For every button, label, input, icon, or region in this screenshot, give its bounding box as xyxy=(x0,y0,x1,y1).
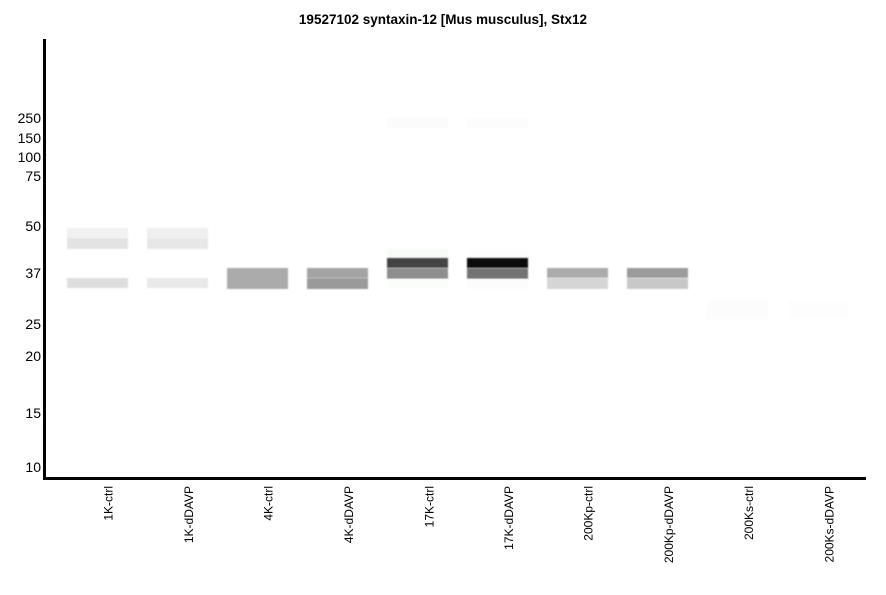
blot-band xyxy=(466,268,528,279)
y-tick-label: 20 xyxy=(25,348,41,364)
blot-band xyxy=(386,268,448,279)
y-tick-label: 15 xyxy=(25,405,41,421)
blot-band xyxy=(66,238,128,249)
lane-label: 200Ks-dDAVP xyxy=(822,486,836,563)
blot-band xyxy=(226,268,288,289)
lane-label: 4K-dDAVP xyxy=(342,486,356,544)
blot-band xyxy=(66,228,128,238)
y-axis-line xyxy=(43,39,46,480)
lane-label: 200Ks-ctrl xyxy=(742,486,756,541)
blot-band xyxy=(706,300,768,319)
y-tick-label: 100 xyxy=(17,149,41,165)
blot-band xyxy=(386,118,448,128)
blot-band xyxy=(626,268,688,278)
blot-band xyxy=(146,278,208,288)
blot-band xyxy=(66,278,128,288)
y-tick-label: 37 xyxy=(25,265,41,281)
y-tick-label: 10 xyxy=(25,459,41,475)
blot-band xyxy=(386,258,448,268)
blot-band xyxy=(546,268,608,278)
y-tick-label: 150 xyxy=(17,130,41,146)
blot-band xyxy=(786,300,848,319)
lane-label: 4K-ctrl xyxy=(262,486,276,521)
blot-band xyxy=(466,249,528,258)
lane-label: 200Kp-dDAVP xyxy=(662,486,676,564)
y-tick-label: 250 xyxy=(17,110,41,126)
lane-label: 1K-ctrl xyxy=(102,486,116,521)
lane-label: 1K-dDAVP xyxy=(182,486,196,544)
blot-band xyxy=(466,118,528,128)
chart-title: 19527102 syntaxin-12 [Mus musculus], Stx… xyxy=(298,12,588,27)
lane-label: 17K-dDAVP xyxy=(502,486,516,550)
y-tick-label: 25 xyxy=(25,316,41,332)
blot-band xyxy=(466,258,528,268)
y-tick-label: 75 xyxy=(25,168,41,184)
lane-label: 17K-ctrl xyxy=(422,486,436,528)
blot-band xyxy=(306,278,368,289)
blot-band xyxy=(146,228,208,238)
blot-band xyxy=(386,249,448,258)
blot-band xyxy=(626,278,688,289)
blot-band xyxy=(306,268,368,278)
blot-band xyxy=(466,279,528,289)
blot-band xyxy=(546,278,608,289)
y-tick-label: 50 xyxy=(25,218,41,234)
blot-band xyxy=(146,238,208,249)
blot-band xyxy=(386,279,448,289)
lane-label: 200Kp-ctrl xyxy=(582,486,596,541)
x-axis-line xyxy=(43,477,866,480)
